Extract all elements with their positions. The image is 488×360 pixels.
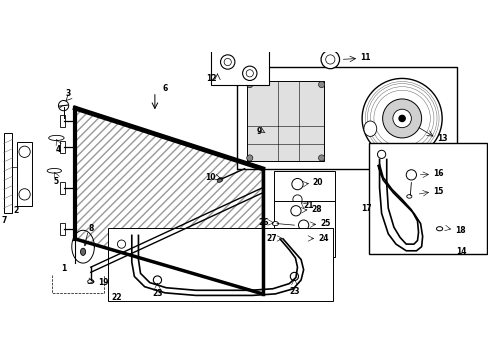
Bar [211, 48, 268, 85]
Circle shape [362, 78, 441, 158]
Circle shape [318, 155, 324, 161]
Text: 2: 2 [14, 206, 19, 215]
Text: 8: 8 [88, 224, 93, 233]
Polygon shape [75, 108, 262, 294]
Bar [273, 201, 335, 257]
Text: 21: 21 [303, 201, 313, 210]
Circle shape [392, 109, 410, 128]
Bar [247, 81, 324, 161]
Circle shape [298, 220, 308, 230]
Circle shape [19, 189, 30, 200]
Text: 25: 25 [320, 219, 330, 228]
Text: 22: 22 [111, 293, 122, 302]
Bar [368, 143, 486, 255]
Circle shape [59, 100, 68, 111]
Text: 16: 16 [432, 169, 443, 178]
Text: 3: 3 [65, 89, 70, 98]
Bar [18, 141, 32, 206]
Text: 12: 12 [205, 74, 216, 83]
Text: 18: 18 [454, 226, 465, 235]
Ellipse shape [217, 177, 223, 183]
Ellipse shape [49, 135, 64, 140]
Circle shape [153, 276, 161, 284]
Text: 19: 19 [98, 278, 109, 287]
Circle shape [246, 81, 252, 88]
Text: 5: 5 [54, 177, 59, 186]
Bar [60, 222, 65, 235]
Text: 23: 23 [152, 289, 163, 298]
Circle shape [318, 81, 324, 88]
Circle shape [290, 272, 298, 280]
Bar [60, 181, 65, 194]
Ellipse shape [406, 195, 411, 198]
Circle shape [325, 55, 334, 64]
Circle shape [377, 150, 385, 158]
Text: 14: 14 [456, 247, 466, 256]
Circle shape [242, 66, 256, 81]
Ellipse shape [272, 221, 278, 226]
Text: 10: 10 [204, 173, 215, 182]
Circle shape [406, 170, 416, 180]
Ellipse shape [363, 121, 376, 136]
Circle shape [291, 179, 303, 190]
Circle shape [19, 146, 30, 157]
Bar [107, 228, 333, 301]
Circle shape [321, 50, 339, 69]
Bar [237, 67, 456, 169]
Ellipse shape [81, 248, 85, 255]
Circle shape [224, 58, 231, 66]
Circle shape [297, 234, 307, 244]
Polygon shape [3, 133, 12, 213]
Bar [60, 140, 65, 153]
Ellipse shape [47, 168, 61, 173]
Circle shape [220, 55, 234, 69]
Text: 24: 24 [317, 234, 328, 243]
Text: 6: 6 [162, 84, 167, 93]
Circle shape [382, 99, 421, 138]
Bar [60, 115, 65, 127]
Circle shape [398, 115, 405, 122]
Text: 4: 4 [56, 145, 61, 154]
Circle shape [290, 206, 301, 216]
Text: 15: 15 [432, 187, 443, 196]
Text: 23: 23 [288, 287, 299, 296]
Circle shape [245, 70, 253, 77]
Ellipse shape [87, 279, 94, 284]
Text: 13: 13 [436, 135, 447, 144]
Ellipse shape [283, 237, 287, 241]
Circle shape [292, 195, 302, 204]
Text: 1: 1 [61, 264, 66, 273]
Text: 20: 20 [312, 178, 323, 187]
Text: 17: 17 [360, 204, 370, 213]
Text: 11: 11 [359, 53, 370, 62]
Text: 26: 26 [258, 217, 268, 226]
Text: 28: 28 [311, 205, 321, 214]
Ellipse shape [436, 227, 442, 231]
Text: 27: 27 [266, 234, 276, 243]
Circle shape [117, 240, 125, 248]
Bar [273, 171, 335, 215]
Circle shape [246, 155, 252, 161]
Text: 7: 7 [1, 216, 7, 225]
Text: 9: 9 [256, 127, 261, 136]
